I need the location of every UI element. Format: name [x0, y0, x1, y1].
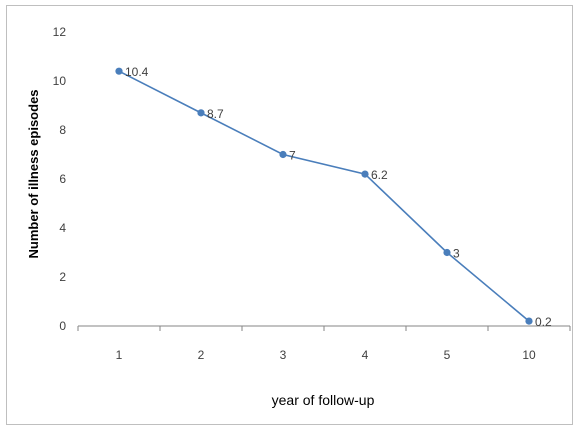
data-label: 0.2 [535, 315, 552, 329]
data-point [361, 170, 369, 178]
data-label: 6.2 [371, 168, 388, 182]
data-label: 10.4 [125, 65, 149, 79]
x-tick-label: 2 [198, 348, 205, 362]
y-tick-label: 12 [53, 25, 67, 39]
x-tick-label: 10 [522, 348, 536, 362]
data-point [197, 109, 205, 117]
x-tick-label: 4 [362, 348, 369, 362]
x-tick-label: 3 [280, 348, 287, 362]
x-tick-label: 5 [444, 348, 451, 362]
data-point [525, 317, 533, 325]
data-label: 7 [289, 149, 296, 163]
y-tick-label: 6 [59, 172, 66, 186]
data-label: 3 [453, 247, 460, 261]
x-axis-ticks: 1 2 3 4 5 10 [77, 326, 571, 362]
x-tick-label: 1 [116, 348, 123, 362]
y-tick-label: 0 [59, 319, 66, 333]
y-tick-label: 8 [59, 123, 66, 137]
data-label: 8.7 [207, 107, 224, 121]
y-tick-label: 2 [59, 270, 66, 284]
data-point [279, 150, 287, 159]
chart-frame [6, 5, 573, 425]
y-tick-label: 4 [59, 221, 66, 235]
x-axis-title: year of follow-up [272, 392, 375, 408]
series-group: 10.4 8.7 7 6.2 3 0.2 [115, 65, 552, 329]
series-line [118, 70, 530, 322]
y-axis-ticks: 0 2 4 6 8 10 12 [53, 25, 67, 333]
data-point [115, 67, 123, 75]
data-point [443, 248, 451, 257]
y-tick-label: 10 [53, 74, 67, 88]
y-axis-title: Number of illness episodes [26, 89, 41, 258]
